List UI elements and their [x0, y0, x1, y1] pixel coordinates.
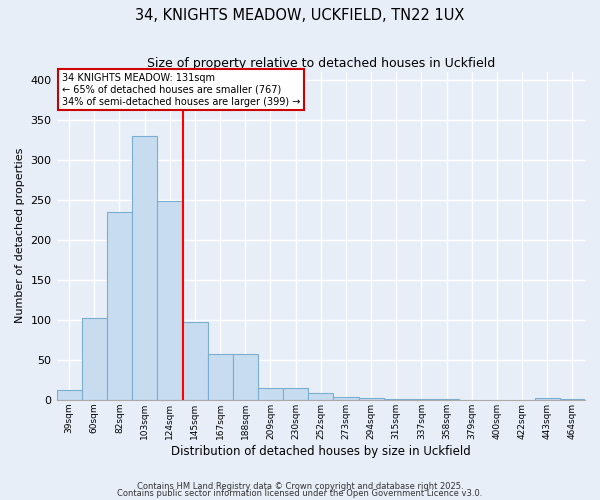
Bar: [308, 394, 334, 400]
X-axis label: Distribution of detached houses by size in Uckfield: Distribution of detached houses by size …: [171, 444, 470, 458]
Y-axis label: Number of detached properties: Number of detached properties: [15, 148, 25, 324]
Bar: [359, 398, 383, 400]
Bar: [107, 212, 132, 400]
Bar: [560, 399, 585, 400]
Bar: [409, 399, 434, 400]
Bar: [132, 136, 157, 400]
Bar: [182, 322, 208, 400]
Bar: [535, 398, 560, 400]
Bar: [383, 399, 409, 400]
Text: Contains public sector information licensed under the Open Government Licence v3: Contains public sector information licen…: [118, 490, 482, 498]
Bar: [233, 354, 258, 400]
Text: 34 KNIGHTS MEADOW: 131sqm
← 65% of detached houses are smaller (767)
34% of semi: 34 KNIGHTS MEADOW: 131sqm ← 65% of detac…: [62, 74, 300, 106]
Text: Contains HM Land Registry data © Crown copyright and database right 2025.: Contains HM Land Registry data © Crown c…: [137, 482, 463, 491]
Bar: [258, 388, 283, 400]
Bar: [56, 390, 82, 400]
Bar: [434, 399, 459, 400]
Bar: [157, 202, 182, 400]
Title: Size of property relative to detached houses in Uckfield: Size of property relative to detached ho…: [146, 58, 495, 70]
Bar: [208, 354, 233, 400]
Bar: [334, 396, 359, 400]
Bar: [82, 318, 107, 400]
Bar: [283, 388, 308, 400]
Text: 34, KNIGHTS MEADOW, UCKFIELD, TN22 1UX: 34, KNIGHTS MEADOW, UCKFIELD, TN22 1UX: [136, 8, 464, 22]
